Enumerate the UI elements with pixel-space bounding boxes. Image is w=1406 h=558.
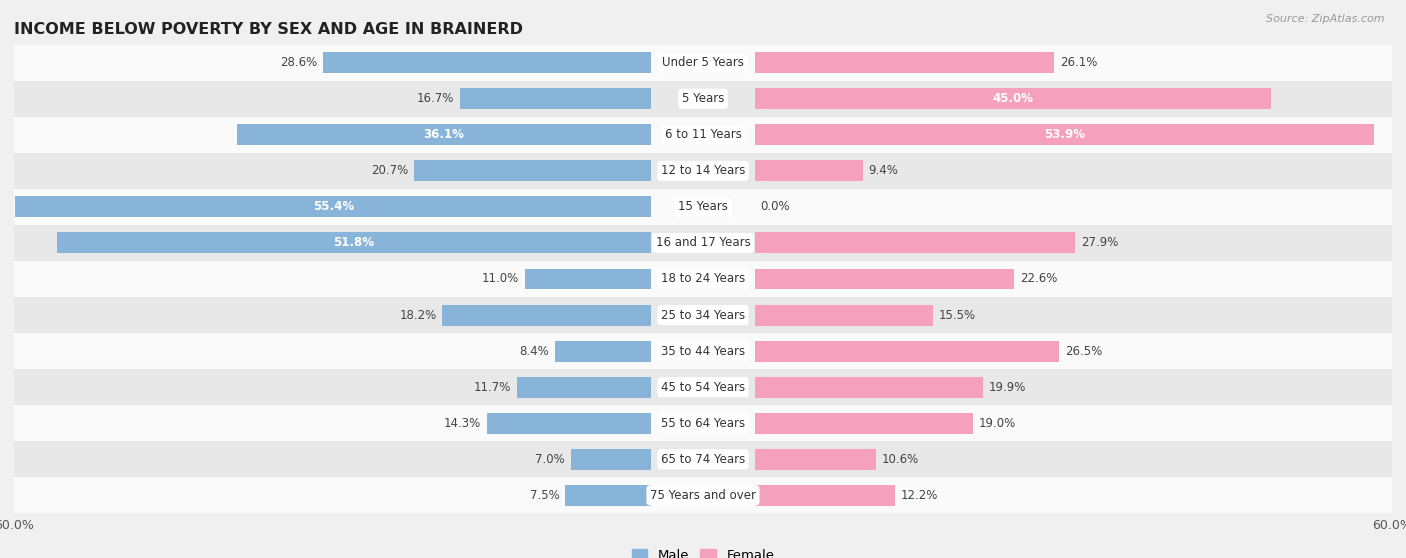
Text: 36.1%: 36.1%: [423, 128, 464, 141]
Text: 15 Years: 15 Years: [678, 200, 728, 213]
Text: 18.2%: 18.2%: [399, 309, 437, 321]
Bar: [755, 305, 932, 325]
Text: 16.7%: 16.7%: [416, 92, 454, 105]
Bar: [14, 405, 1392, 441]
Text: 0.0%: 0.0%: [761, 200, 790, 213]
Text: 16 and 17 Years: 16 and 17 Years: [655, 237, 751, 249]
Bar: [323, 52, 651, 73]
Bar: [755, 268, 1014, 290]
Text: 7.0%: 7.0%: [536, 453, 565, 466]
Bar: [755, 160, 863, 181]
Bar: [56, 233, 651, 253]
Bar: [14, 441, 1392, 477]
Text: 65 to 74 Years: 65 to 74 Years: [661, 453, 745, 466]
Text: 19.9%: 19.9%: [988, 381, 1026, 393]
Text: 11.0%: 11.0%: [482, 272, 519, 286]
Text: 26.5%: 26.5%: [1064, 345, 1102, 358]
Text: 5 Years: 5 Years: [682, 92, 724, 105]
Bar: [524, 268, 651, 290]
Text: 26.1%: 26.1%: [1060, 56, 1098, 69]
Bar: [14, 117, 1392, 153]
Text: 28.6%: 28.6%: [280, 56, 318, 69]
Text: 6 to 11 Years: 6 to 11 Years: [665, 128, 741, 141]
Bar: [755, 485, 894, 506]
Text: 45 to 54 Years: 45 to 54 Years: [661, 381, 745, 393]
Bar: [555, 340, 651, 362]
Text: Source: ZipAtlas.com: Source: ZipAtlas.com: [1267, 14, 1385, 24]
Text: 19.0%: 19.0%: [979, 417, 1015, 430]
Bar: [755, 233, 1076, 253]
Bar: [14, 369, 1392, 405]
Bar: [755, 413, 973, 434]
Text: 14.3%: 14.3%: [444, 417, 481, 430]
Text: 75 Years and over: 75 Years and over: [650, 489, 756, 502]
Bar: [486, 413, 651, 434]
Bar: [14, 333, 1392, 369]
Bar: [755, 377, 983, 398]
Bar: [460, 88, 651, 109]
Text: 53.9%: 53.9%: [1043, 128, 1084, 141]
Bar: [14, 477, 1392, 513]
Text: 12.2%: 12.2%: [900, 489, 938, 502]
Text: 15.5%: 15.5%: [938, 309, 976, 321]
Legend: Male, Female: Male, Female: [626, 543, 780, 558]
Bar: [755, 340, 1059, 362]
Bar: [517, 377, 651, 398]
Bar: [413, 160, 651, 181]
Text: 55.4%: 55.4%: [312, 200, 354, 213]
Text: INCOME BELOW POVERTY BY SEX AND AGE IN BRAINERD: INCOME BELOW POVERTY BY SEX AND AGE IN B…: [14, 22, 523, 36]
Text: 27.9%: 27.9%: [1081, 237, 1118, 249]
Bar: [14, 81, 1392, 117]
Text: 7.5%: 7.5%: [530, 489, 560, 502]
Bar: [14, 261, 1392, 297]
Text: 25 to 34 Years: 25 to 34 Years: [661, 309, 745, 321]
Bar: [755, 52, 1054, 73]
Text: 18 to 24 Years: 18 to 24 Years: [661, 272, 745, 286]
Text: 12 to 14 Years: 12 to 14 Years: [661, 165, 745, 177]
Bar: [14, 225, 1392, 261]
Text: 51.8%: 51.8%: [333, 237, 374, 249]
Bar: [14, 297, 1392, 333]
Text: 35 to 44 Years: 35 to 44 Years: [661, 345, 745, 358]
Text: 11.7%: 11.7%: [474, 381, 512, 393]
Text: 45.0%: 45.0%: [993, 92, 1033, 105]
Bar: [14, 45, 1392, 81]
Text: Under 5 Years: Under 5 Years: [662, 56, 744, 69]
Bar: [443, 305, 651, 325]
Bar: [565, 485, 651, 506]
Bar: [755, 449, 876, 470]
Bar: [755, 124, 1374, 145]
Text: 8.4%: 8.4%: [519, 345, 550, 358]
Text: 22.6%: 22.6%: [1019, 272, 1057, 286]
Text: 55 to 64 Years: 55 to 64 Years: [661, 417, 745, 430]
Text: 9.4%: 9.4%: [869, 165, 898, 177]
Bar: [15, 196, 651, 218]
Bar: [14, 153, 1392, 189]
Bar: [14, 189, 1392, 225]
Bar: [755, 88, 1271, 109]
Text: 10.6%: 10.6%: [882, 453, 920, 466]
Text: 20.7%: 20.7%: [371, 165, 408, 177]
Bar: [236, 124, 651, 145]
Bar: [571, 449, 651, 470]
